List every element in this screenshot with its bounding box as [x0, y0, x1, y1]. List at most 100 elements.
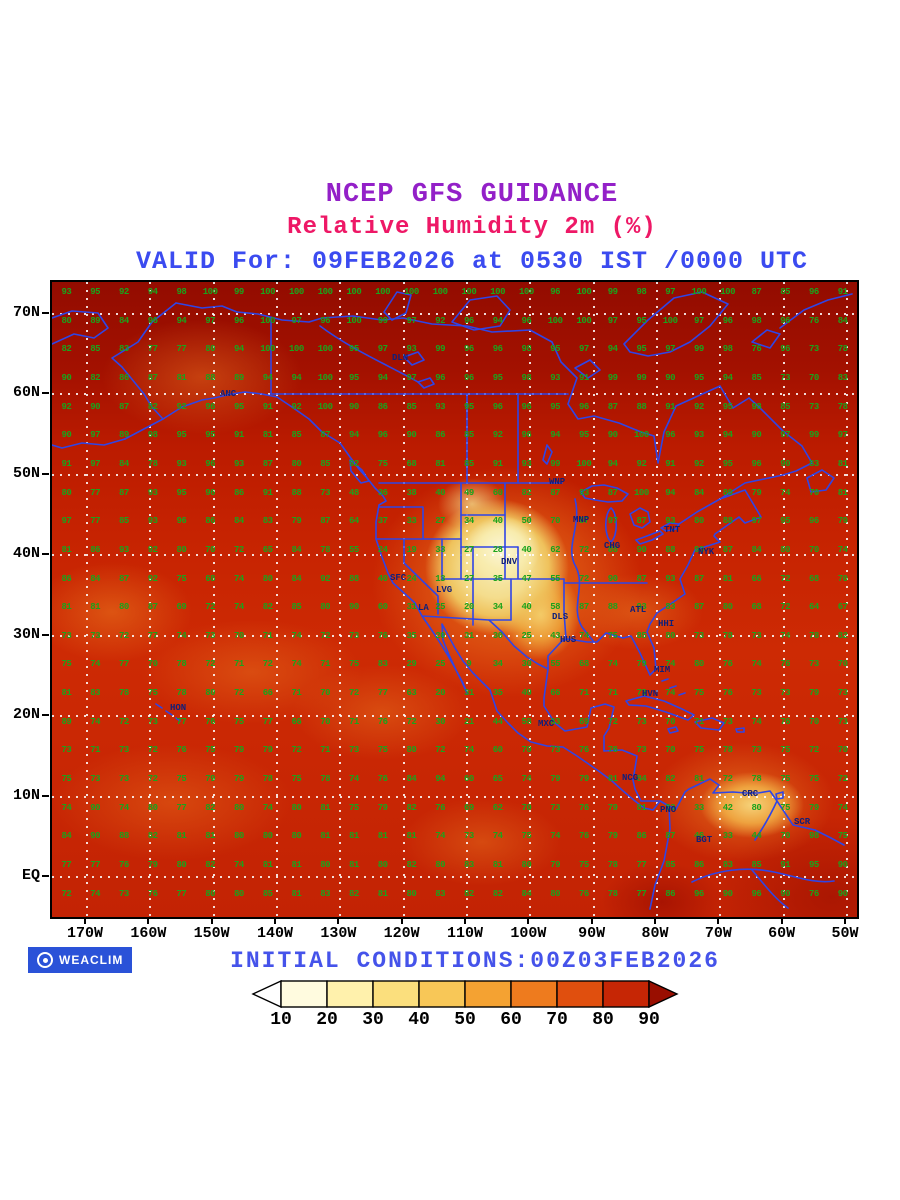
humidity-value: 80	[205, 688, 216, 699]
gridline-longitude	[149, 282, 152, 917]
humidity-value: 34	[492, 602, 503, 613]
value-row: 89 74 72 73 77 76 75 77 66 70 71 76 72 30 21 44 58 63 69 72…	[52, 717, 857, 727]
humidity-value: 90	[837, 860, 848, 870]
humidity-value: 72	[147, 745, 158, 756]
humidity-value: 80	[521, 860, 532, 870]
humidity-value: 62	[492, 802, 503, 813]
humidity-value: 71	[607, 688, 618, 699]
humidity-value: 76	[147, 888, 158, 899]
humidity-value: 87	[550, 487, 561, 498]
humidity-value: 82	[61, 344, 72, 355]
humidity-value: 85	[291, 430, 302, 441]
humidity-value: 64	[808, 602, 819, 613]
gridline-longitude	[275, 282, 278, 917]
humidity-value: 70	[233, 630, 244, 641]
humidity-value: 82	[665, 774, 676, 785]
humidity-value: 73	[61, 630, 72, 641]
humidity-value: 60	[492, 745, 503, 756]
humidity-value: 20	[463, 602, 474, 613]
humidity-value: 87	[607, 401, 618, 412]
humidity-value: 100	[346, 315, 362, 326]
humidity-value: 77	[147, 630, 158, 641]
humidity-value: 40	[377, 573, 388, 584]
station-label-dnv: DNV	[501, 557, 518, 567]
x-tick-label: 70W	[704, 925, 732, 942]
humidity-value: 80	[233, 802, 244, 813]
humidity-value: 84	[751, 544, 762, 555]
humidity-value: 91	[578, 372, 589, 383]
humidity-value: 100	[547, 315, 563, 326]
humidity-value: 77	[176, 344, 187, 355]
humidity-value: 83	[463, 860, 474, 870]
humidity-value: 71	[233, 659, 244, 670]
humidity-value: 88	[205, 372, 216, 383]
humidity-value: 95	[636, 315, 647, 326]
humidity-value: 90	[61, 372, 72, 383]
humidity-value: 93	[147, 487, 158, 498]
humidity-value: 75	[837, 831, 848, 842]
x-tick	[590, 918, 593, 924]
humidity-value: 72	[118, 716, 129, 727]
humidity-value: 34	[463, 516, 474, 527]
humidity-value: 76	[780, 716, 791, 727]
humidity-value: 77	[61, 860, 72, 870]
station-label-anc: ANC	[220, 389, 237, 399]
humidity-value: 33	[406, 516, 417, 527]
y-tick	[42, 311, 49, 314]
humidity-value: 70	[837, 659, 848, 670]
y-tick-label: 50N	[12, 464, 40, 482]
humidity-value: 80	[406, 888, 417, 899]
humidity-value: 79	[837, 516, 848, 527]
humidity-value: 81	[262, 430, 273, 441]
humidity-value: 96	[176, 516, 187, 527]
humidity-value: 86	[377, 401, 388, 412]
humidity-value: 92	[147, 544, 158, 555]
humidity-value: 80	[320, 602, 331, 613]
humidity-value: 80	[233, 831, 244, 842]
humidity-value: 62	[550, 544, 561, 555]
humidity-value: 84	[90, 573, 101, 584]
humidity-value: 84	[291, 544, 302, 555]
humidity-value: 77	[90, 487, 101, 498]
humidity-value: 72	[147, 774, 158, 785]
x-tick-label: 60W	[768, 925, 796, 942]
value-row: 82 85 83 77 77 80 94 100 100 100 95 97 93 99 96 96 98 95 9…	[52, 344, 857, 354]
colorbar-svg	[251, 979, 679, 1009]
humidity-value: 73	[837, 716, 848, 727]
x-tick	[273, 918, 276, 924]
humidity-value: 74	[61, 802, 72, 813]
x-tick-label: 130W	[320, 925, 357, 942]
humidity-value: 80	[291, 458, 302, 469]
humidity-value: 99	[435, 344, 446, 355]
humidity-value: 76	[118, 860, 129, 870]
humidity-value: 97	[607, 315, 618, 326]
humidity-value: 92	[636, 458, 647, 469]
humidity-value: 74	[550, 831, 561, 842]
humidity-value: 84	[837, 315, 848, 326]
humidity-value: 78	[147, 458, 158, 469]
humidity-value: 76	[176, 745, 187, 756]
humidity-value: 75	[348, 802, 359, 813]
humidity-value: 75	[176, 774, 187, 785]
humidity-value: 73	[837, 688, 848, 699]
humidity-value: 40	[492, 516, 503, 527]
humidity-value: 96	[808, 287, 819, 297]
humidity-value: 77	[377, 688, 388, 699]
humidity-value: 73	[693, 630, 704, 641]
humidity-value: 83	[377, 659, 388, 670]
humidity-value: 95	[205, 430, 216, 441]
x-tick	[780, 918, 783, 924]
humidity-value: 80	[693, 516, 704, 527]
y-tick	[42, 794, 49, 797]
humidity-value: 95	[233, 401, 244, 412]
humidity-value: 80	[435, 860, 446, 870]
humidity-value: 75	[780, 774, 791, 785]
page-title: NCEP GFS GUIDANCE	[325, 180, 619, 210]
humidity-value: 81	[61, 544, 72, 555]
humidity-value: 76	[808, 888, 819, 899]
humidity-value: 91	[665, 401, 676, 412]
humidity-value: 98	[722, 344, 733, 355]
y-tick	[42, 714, 49, 717]
humidity-value: 73	[751, 688, 762, 699]
humidity-value: 72	[578, 544, 589, 555]
